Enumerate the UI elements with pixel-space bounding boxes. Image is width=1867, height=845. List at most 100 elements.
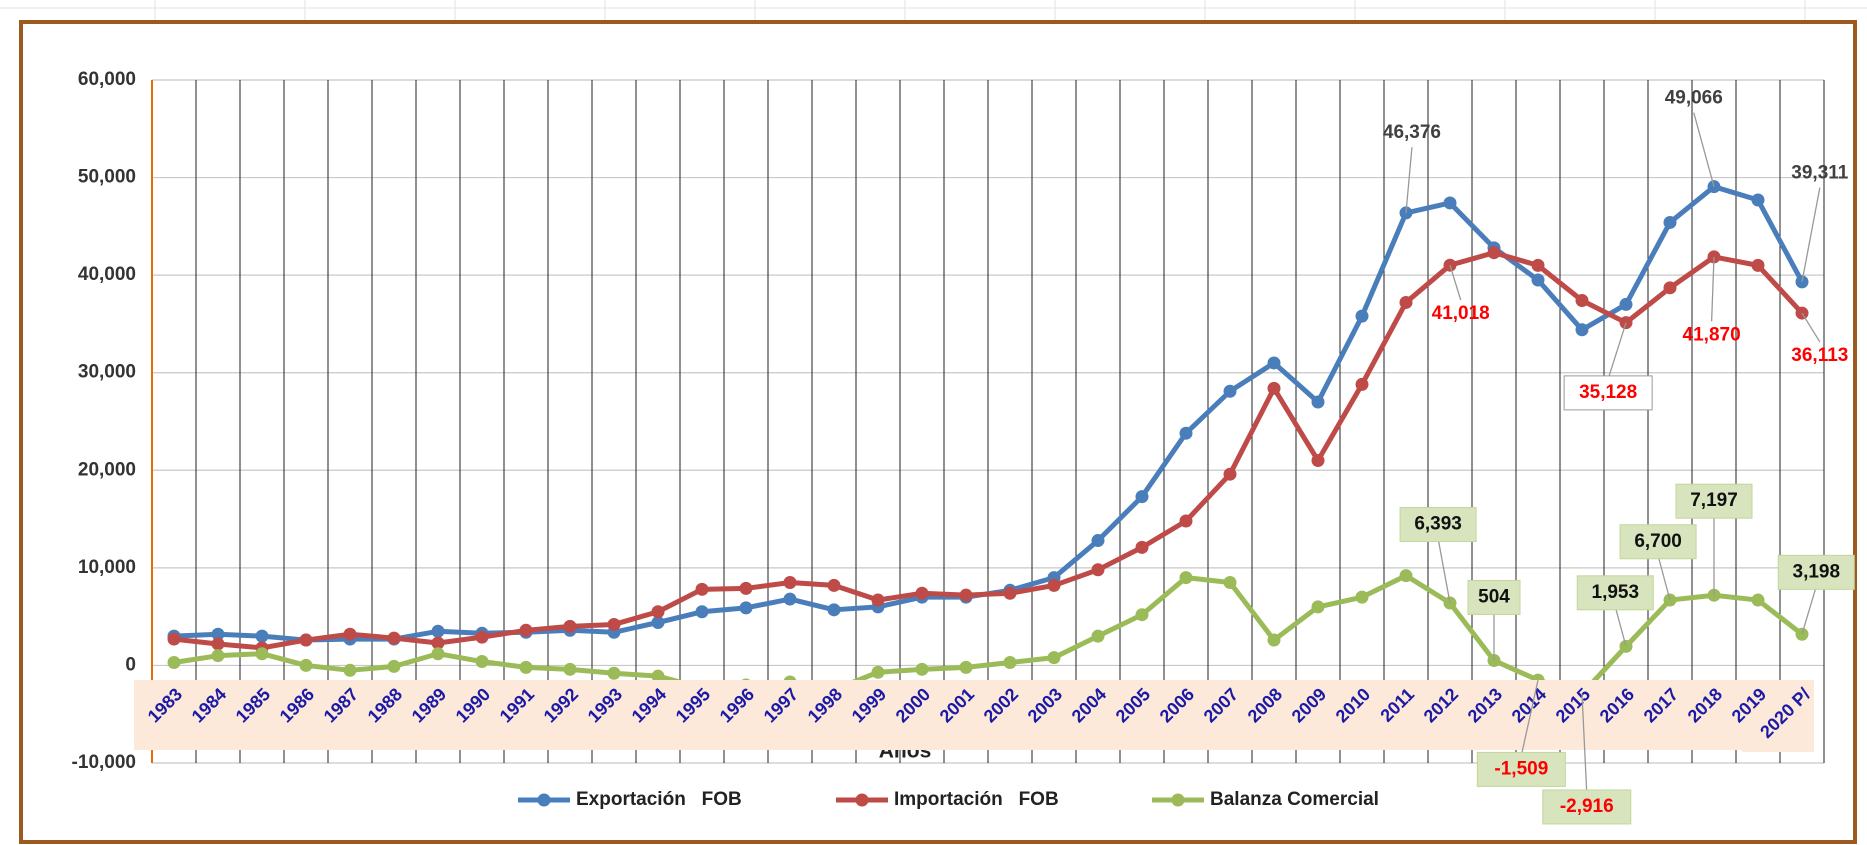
leader-line [1405,147,1413,213]
leader-line [1693,112,1715,187]
data-label: 7,197 [1690,490,1738,511]
data-point [1531,273,1545,287]
data-label: 35,128 [1579,382,1637,403]
data-point [1223,467,1237,481]
data-point [1399,569,1413,583]
data-point [519,660,533,674]
data-point [1179,514,1193,528]
data-point [871,593,885,607]
data-point [563,662,577,676]
leader-line [1657,555,1671,601]
data-label: 6,700 [1634,531,1682,552]
data-point [343,663,357,677]
data-point [1091,534,1105,548]
legend-label: Exportación FOB [576,789,742,810]
data-point [299,658,313,672]
data-point [1091,563,1105,577]
data-point [167,656,181,670]
data-point [387,631,401,645]
sheet-grid [0,0,1867,20]
data-point [255,629,269,643]
data-point [387,659,401,673]
data-point [1003,586,1017,600]
leader-line [1801,312,1821,343]
data-label-box [1576,575,1654,611]
data-label: 49,066 [1665,88,1723,109]
data-label: 3,198 [1793,561,1841,582]
data-point [1751,258,1765,272]
leader-line [1520,680,1539,756]
data-label: 504 [1478,586,1510,607]
data-label: 41,018 [1432,303,1490,324]
data-point [1135,490,1149,504]
legend-marker [1171,793,1185,807]
data-point [1135,540,1149,554]
legend-marker [855,793,869,807]
data-point [1267,381,1281,395]
data-point [167,632,181,646]
data-point [1311,395,1325,409]
series-line [173,250,1804,651]
data-point [1135,608,1149,622]
data-point [1575,323,1589,337]
data-label: -2,916 [1560,796,1614,817]
y-tick-label: -10,000 [72,752,136,773]
leader-line [1437,538,1451,604]
data-point [959,660,973,674]
y-tick-label: 40,000 [78,264,136,285]
data-point [431,636,445,650]
y-tick-label: 0 [125,654,136,675]
data-label: -1,509 [1494,758,1548,779]
leader-line [1581,693,1588,793]
data-point [1223,384,1237,398]
data-point [211,627,225,641]
data-point [1531,258,1545,272]
data-point [431,647,445,661]
data-point [1091,629,1105,643]
x-label-band [134,680,1814,750]
data-label-box [1399,507,1477,543]
y-tick-label: 20,000 [78,459,136,480]
data-label: 1,953 [1592,582,1640,603]
leader-line [1449,265,1462,301]
data-point [1575,294,1589,308]
data-point [783,575,797,589]
leader-line [1801,586,1817,635]
data-point [1311,454,1325,468]
data-point [1751,193,1765,207]
data-label-box [1777,554,1855,590]
data-label-box [1675,483,1753,519]
data-point [1619,297,1633,311]
data-point [1179,426,1193,440]
data-label-box [1619,524,1697,560]
data-point [1003,656,1017,670]
legend-label: Importación FOB [894,789,1059,810]
x-label-band-tail [1742,680,1814,752]
data-point [211,649,225,663]
data-point [475,630,489,644]
data-label-box [1563,375,1653,411]
data-point [871,665,885,679]
y-tick-label: 10,000 [78,557,136,578]
data-label: 6,393 [1414,514,1462,535]
y-tick-label: 50,000 [78,167,136,188]
data-point [915,586,929,600]
leader-line [1801,187,1821,282]
data-point [255,647,269,661]
data-point [343,627,357,641]
data-point [1355,590,1369,604]
data-point [1311,600,1325,614]
data-point [1267,633,1281,647]
data-point [959,588,973,602]
data-point [519,623,533,637]
data-point [651,605,665,619]
data-point [651,669,665,683]
data-label-box [1476,751,1566,787]
data-point [827,578,841,592]
y-tick-label: 30,000 [78,362,136,383]
data-point [1487,246,1501,260]
leader-line [1607,322,1627,380]
data-point [1663,215,1677,229]
data-point [1179,571,1193,585]
